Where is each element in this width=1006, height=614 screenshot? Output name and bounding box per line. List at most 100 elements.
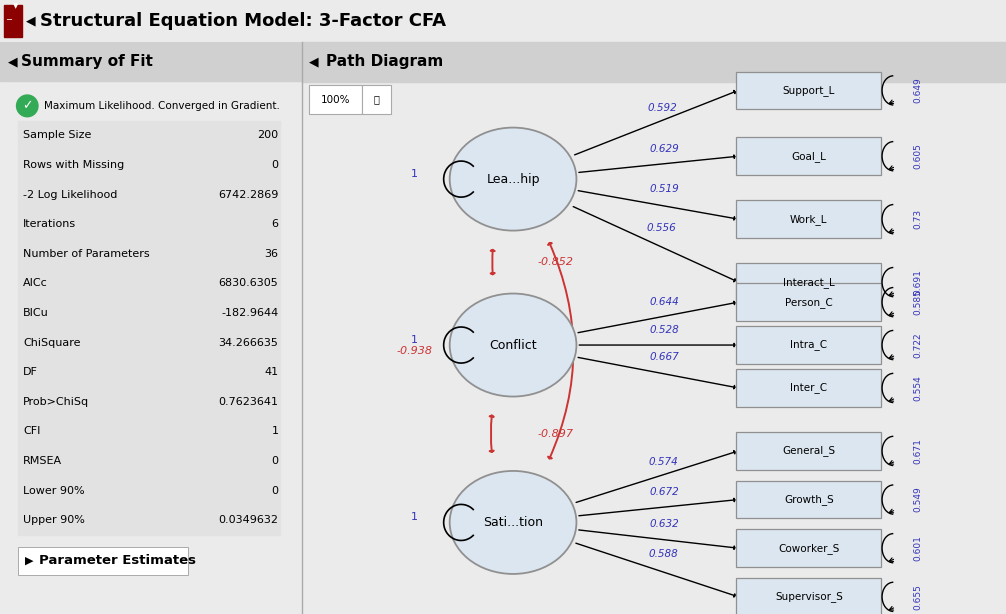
Text: DF: DF [23, 367, 38, 377]
Text: Support_L: Support_L [783, 85, 835, 96]
FancyBboxPatch shape [736, 283, 881, 321]
Text: 0: 0 [272, 486, 279, 495]
Text: ─: ─ [6, 14, 11, 23]
Bar [4, 5, 22, 37]
Text: ✓: ✓ [22, 99, 32, 112]
Text: AICc: AICc [23, 279, 48, 289]
FancyBboxPatch shape [736, 432, 881, 470]
Circle shape [450, 471, 576, 574]
Text: Inter_C: Inter_C [791, 383, 827, 394]
Text: 200: 200 [258, 131, 279, 141]
Text: Number of Parameters: Number of Parameters [23, 249, 150, 259]
FancyBboxPatch shape [736, 138, 881, 175]
Bar [17, 547, 188, 575]
Text: ▼: ▼ [13, 3, 18, 9]
Text: 0.671: 0.671 [913, 438, 923, 464]
Text: 6742.2869: 6742.2869 [218, 190, 279, 200]
Text: Person_C: Person_C [785, 297, 833, 308]
Text: 0.73: 0.73 [913, 209, 923, 229]
FancyBboxPatch shape [362, 85, 390, 114]
Text: Iterations: Iterations [23, 219, 76, 229]
FancyBboxPatch shape [736, 326, 881, 364]
Text: Parameter Estimates: Parameter Estimates [39, 554, 196, 567]
Text: 6830.6305: 6830.6305 [218, 279, 279, 289]
Text: 0.588: 0.588 [648, 550, 678, 559]
Text: 0.629: 0.629 [650, 144, 679, 154]
Text: 0.672: 0.672 [650, 488, 679, 497]
Text: 36: 36 [265, 249, 279, 259]
FancyBboxPatch shape [736, 263, 881, 301]
Text: CFI: CFI [23, 427, 40, 437]
Text: Supervisor_S: Supervisor_S [775, 591, 843, 602]
Text: Lower 90%: Lower 90% [23, 486, 85, 495]
Text: 0.655: 0.655 [913, 584, 923, 610]
Text: -0.897: -0.897 [537, 429, 573, 439]
Text: Goal_L: Goal_L [792, 151, 826, 161]
Text: 100%: 100% [321, 95, 350, 104]
Text: General_S: General_S [783, 445, 835, 456]
Text: Lea...hip: Lea...hip [486, 173, 540, 185]
Bar [0, 42, 302, 81]
Text: -2 Log Likelihood: -2 Log Likelihood [23, 190, 118, 200]
Text: 41: 41 [265, 367, 279, 377]
Text: 0.722: 0.722 [913, 332, 923, 358]
Text: Rows with Missing: Rows with Missing [23, 160, 125, 170]
Text: ChiSquare: ChiSquare [23, 338, 80, 348]
Text: 0.574: 0.574 [648, 457, 678, 467]
Text: 0.649: 0.649 [913, 77, 923, 103]
Text: Maximum Likelihood. Converged in Gradient.: Maximum Likelihood. Converged in Gradien… [44, 101, 280, 111]
FancyBboxPatch shape [736, 369, 881, 407]
Text: 0.549: 0.549 [913, 487, 923, 513]
Circle shape [450, 293, 576, 397]
Text: 1: 1 [272, 427, 279, 437]
Text: Prob>ChiSq: Prob>ChiSq [23, 397, 90, 407]
Text: -0.938: -0.938 [396, 346, 433, 356]
Text: Summary of Fit: Summary of Fit [21, 54, 153, 69]
Text: 0.592: 0.592 [648, 103, 677, 113]
Text: 1: 1 [411, 512, 418, 523]
FancyBboxPatch shape [736, 529, 881, 567]
Text: 0: 0 [272, 456, 279, 466]
Text: 1: 1 [411, 335, 418, 345]
Text: ▶: ▶ [25, 556, 34, 565]
Text: 0: 0 [272, 160, 279, 170]
FancyBboxPatch shape [736, 578, 881, 614]
Text: 0.691: 0.691 [913, 269, 923, 295]
Text: ◀: ◀ [8, 55, 17, 68]
Text: ◀: ◀ [26, 14, 35, 28]
Text: 0.601: 0.601 [913, 535, 923, 561]
Text: 0.667: 0.667 [649, 352, 679, 362]
Text: Path Diagram: Path Diagram [326, 54, 444, 69]
FancyBboxPatch shape [736, 200, 881, 238]
Text: Sati...tion: Sati...tion [483, 516, 543, 529]
FancyBboxPatch shape [736, 71, 881, 109]
Bar [302, 42, 1006, 82]
Text: Intra_C: Intra_C [791, 340, 827, 351]
Text: 6: 6 [272, 219, 279, 229]
Text: 0.519: 0.519 [649, 184, 679, 195]
Text: ◀: ◀ [309, 55, 319, 68]
Text: BICu: BICu [23, 308, 49, 318]
Text: -0.852: -0.852 [537, 257, 573, 267]
Text: 0.644: 0.644 [649, 297, 679, 308]
Text: Interact_L: Interact_L [783, 277, 835, 287]
Text: Work_L: Work_L [790, 214, 828, 225]
Text: 0.632: 0.632 [650, 519, 679, 529]
Text: RMSEA: RMSEA [23, 456, 62, 466]
Text: Structural Equation Model: 3-Factor CFA: Structural Equation Model: 3-Factor CFA [40, 12, 446, 30]
Text: Conflict: Conflict [489, 338, 537, 352]
Text: 🔒: 🔒 [373, 95, 379, 104]
Text: 0.554: 0.554 [913, 375, 923, 401]
Text: Growth_S: Growth_S [784, 494, 834, 505]
Text: Sample Size: Sample Size [23, 131, 92, 141]
Text: Coworker_S: Coworker_S [778, 543, 840, 554]
Text: 0.528: 0.528 [650, 325, 679, 335]
Text: 0.0349632: 0.0349632 [218, 515, 279, 525]
FancyBboxPatch shape [309, 85, 362, 114]
FancyBboxPatch shape [736, 481, 881, 518]
Text: 0.556: 0.556 [647, 223, 676, 233]
Text: 0.605: 0.605 [913, 143, 923, 169]
Text: 0.585: 0.585 [913, 289, 923, 315]
Text: Upper 90%: Upper 90% [23, 515, 86, 525]
Text: 1: 1 [411, 169, 418, 179]
